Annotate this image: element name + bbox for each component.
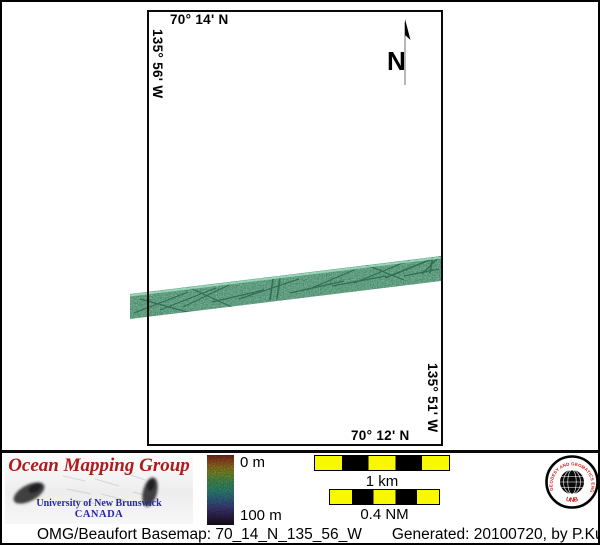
scalebar-nm-label: 0.4 NM (360, 506, 409, 523)
north-arrow-icon: N (387, 19, 411, 85)
depth-max-label: 100 m (240, 507, 282, 524)
map-section: 70° 14' N 135° 56' W 135° 51' W 70° 12' … (2, 2, 598, 450)
panel-divider (2, 450, 598, 453)
omg-country: CANADA (74, 509, 124, 520)
omg-logo: Ocean Mapping Group University of New Br… (5, 454, 193, 524)
basemap-id-text: OMG/Beaufort Basemap: 70_14_N_135_56_W (37, 526, 362, 543)
longitude-label-right: 135° 51' W (425, 363, 440, 433)
ice-scour-lines (133, 256, 441, 316)
north-letter: N (387, 46, 406, 76)
globe-icon (560, 469, 584, 495)
omg-title: Ocean Mapping Group (8, 455, 190, 476)
omg-university: University of New Brunswick (36, 498, 162, 509)
scalebar-km (314, 455, 450, 471)
latitude-label-top: 70° 14' N (170, 12, 229, 27)
generated-text: Generated: 20100720, by P.Kuus (391, 526, 600, 543)
longitude-label-left: 135° 56' W (150, 29, 165, 99)
footer-caption: OMG/Beaufort Basemap: 70_14_N_135_56_W G… (37, 526, 600, 543)
depth-colorbar (207, 455, 234, 525)
scalebar-nm (329, 489, 440, 505)
scalebar-km-label: 1 km (365, 473, 399, 490)
seal-unb-text: UNB (565, 497, 580, 504)
legend-panel: Ocean Mapping Group University of New Br… (2, 453, 600, 543)
sonar-swath-image (130, 256, 441, 319)
latitude-label-bottom: 70° 12' N (351, 428, 410, 443)
svg-text:UNB: UNB (565, 497, 580, 504)
depth-min-label: 0 m (240, 454, 266, 471)
unb-gge-seal: GEODESY AND GEOMATICS ENGINEERING UNB (544, 453, 598, 509)
sonar-artwork (13, 472, 158, 507)
map-frame (147, 10, 443, 446)
